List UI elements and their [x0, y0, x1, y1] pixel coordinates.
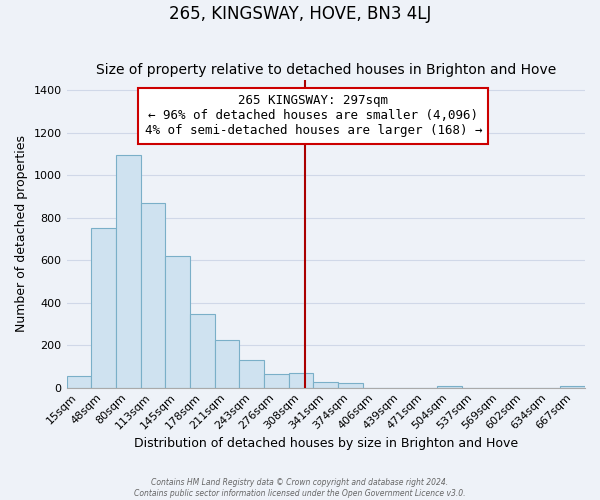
Bar [116, 155, 140, 388]
Bar [289, 373, 313, 388]
Bar [215, 340, 239, 388]
Bar [140, 203, 165, 388]
Bar [165, 256, 190, 388]
Bar [190, 314, 215, 388]
Bar [313, 382, 338, 388]
Text: Contains HM Land Registry data © Crown copyright and database right 2024.
Contai: Contains HM Land Registry data © Crown c… [134, 478, 466, 498]
X-axis label: Distribution of detached houses by size in Brighton and Hove: Distribution of detached houses by size … [134, 437, 518, 450]
Bar [91, 228, 116, 388]
Text: 265 KINGSWAY: 297sqm
← 96% of detached houses are smaller (4,096)
4% of semi-det: 265 KINGSWAY: 297sqm ← 96% of detached h… [145, 94, 482, 138]
Text: 265, KINGSWAY, HOVE, BN3 4LJ: 265, KINGSWAY, HOVE, BN3 4LJ [169, 5, 431, 23]
Y-axis label: Number of detached properties: Number of detached properties [15, 135, 28, 332]
Bar [239, 360, 264, 388]
Title: Size of property relative to detached houses in Brighton and Hove: Size of property relative to detached ho… [95, 63, 556, 77]
Bar [437, 386, 461, 388]
Bar [264, 374, 289, 388]
Bar [67, 376, 91, 388]
Bar [338, 384, 363, 388]
Bar [560, 386, 585, 388]
